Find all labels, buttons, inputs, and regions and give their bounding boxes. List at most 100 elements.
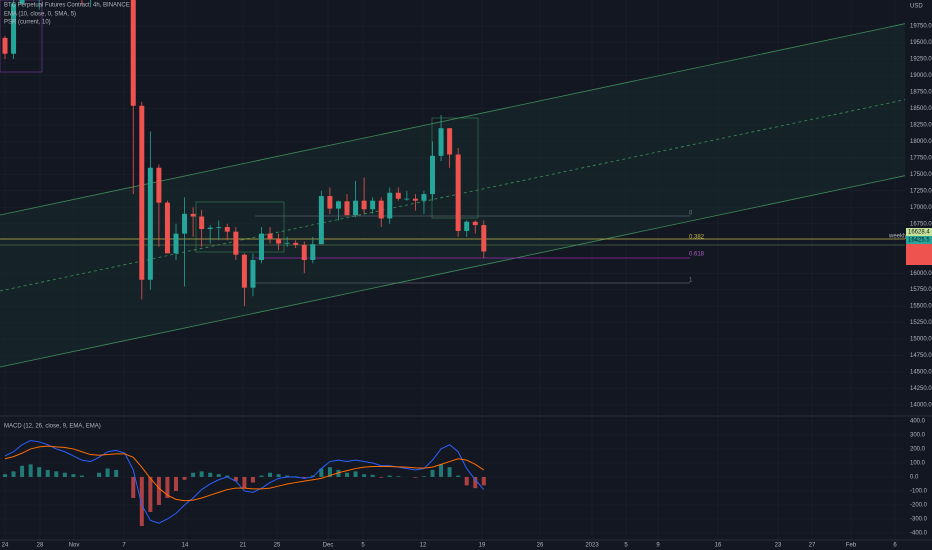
x-tick-label: 6: [893, 543, 897, 549]
y-tick-label: 19500.0: [910, 40, 932, 46]
y-tick-label: 14250.0: [910, 386, 932, 392]
candle-body: [318, 196, 324, 245]
histogram-bar: [165, 476, 170, 498]
candle-body: [395, 192, 401, 199]
candle-body: [216, 227, 222, 228]
x-tick-label: 12: [420, 543, 427, 549]
channel-lower: [0, 175, 905, 368]
histogram-bar: [319, 468, 324, 477]
x-tick-label: 7: [122, 543, 126, 549]
fib-label: 0.382: [689, 235, 705, 241]
candle-body: [173, 233, 179, 254]
histogram-bar: [464, 476, 469, 486]
price-tag-bg: [906, 228, 932, 236]
x-tick-label: 2023: [585, 543, 599, 549]
y-tick-label: 19250.0: [910, 57, 932, 63]
x-tick-label: 19: [479, 543, 486, 549]
histogram-bar: [242, 476, 247, 489]
histogram-bar: [370, 474, 375, 477]
candle-body: [284, 242, 290, 244]
histogram-bar: [20, 465, 25, 477]
macd-title: MACD (12, 26, close, 9, EMA, EMA): [4, 424, 101, 430]
chart-title: BTC Perpetual Futures Contract, 4h, BINA…: [4, 3, 130, 9]
candle-body: [139, 105, 145, 280]
price-tag-bg: [906, 244, 932, 265]
histogram-bar: [114, 469, 119, 477]
histogram-bar: [327, 467, 332, 477]
candle-body: [455, 154, 461, 231]
histogram-bar: [174, 476, 178, 491]
candle-body: [2, 37, 8, 54]
fib-label: 0: [689, 211, 693, 217]
channel-mid: [0, 99, 905, 292]
histogram-bar: [37, 467, 42, 477]
y-tick-label: 17750.0: [910, 155, 932, 161]
fib-label: 1: [689, 278, 693, 284]
indicator-label: EMA (10, close, 0, SMA, 5): [4, 12, 76, 18]
candle-body: [130, 0, 136, 106]
y-tick-label: 100.0: [910, 461, 926, 467]
y-tick-label: 19000.0: [910, 73, 932, 79]
candle-body: [164, 202, 170, 254]
x-tick-label: 26: [537, 543, 544, 549]
y-tick-label: 17250.0: [910, 188, 932, 194]
histogram-bar: [379, 476, 384, 478]
candle-body: [344, 201, 350, 216]
histogram-bar: [233, 476, 238, 482]
x-tick-label: 14: [182, 543, 189, 549]
price-tag: 16425.5: [908, 238, 930, 244]
box: [195, 201, 285, 253]
x-tick-label: 25: [274, 543, 281, 549]
histogram-bar: [259, 475, 264, 477]
histogram-bar: [387, 475, 392, 477]
candle-body: [310, 244, 316, 260]
x-tick-label: 27: [809, 543, 816, 549]
y-tick-label: -200.0: [910, 503, 928, 509]
histogram-bar: [439, 464, 444, 477]
histogram-bar: [97, 472, 102, 477]
candle-body: [207, 227, 213, 230]
histogram-bar: [250, 476, 255, 483]
x-tick-label: 21: [240, 543, 247, 549]
fib-label: 0.618: [689, 252, 705, 258]
macd-pane: [3, 440, 486, 526]
x-tick-label: Nov: [69, 543, 80, 549]
x-tick-label: 24: [2, 543, 9, 549]
candle-body: [276, 238, 282, 244]
histogram-bar: [362, 474, 367, 477]
histogram-bar: [302, 476, 307, 479]
candle-body: [259, 233, 264, 260]
candle-body: [412, 198, 418, 201]
candle-body: [250, 259, 256, 288]
histogram-bar: [71, 474, 76, 477]
candle-body: [147, 167, 153, 280]
price-tag-bg: [906, 236, 932, 244]
y-tick-label: 15500.0: [910, 304, 932, 310]
box: [0, 0, 43, 73]
candle-body: [472, 221, 478, 226]
histogram-bar: [3, 474, 7, 477]
histogram-bar: [28, 464, 33, 477]
histogram-bar: [199, 471, 204, 477]
x-tick-label: 23: [775, 543, 782, 549]
x-tick-label: 5: [624, 543, 628, 549]
y-tick-label: 15750.0: [910, 287, 932, 293]
y-tick-label: 16000.0: [910, 271, 932, 277]
histogram-bar: [139, 476, 144, 526]
histogram-bar: [481, 476, 486, 486]
histogram-bar: [268, 472, 273, 477]
histogram-bar: [276, 474, 281, 477]
histogram-bar: [191, 472, 196, 477]
channel-upper: [0, 23, 905, 216]
y-tick-label: 19750.0: [910, 24, 932, 30]
candle-body: [430, 155, 435, 195]
y-tick-label: 17000.0: [910, 205, 932, 211]
y-tick-label: 16750.0: [910, 221, 932, 227]
macd-line: [4, 440, 485, 524]
histogram-bar: [430, 469, 435, 477]
y-tick-label: 0.0: [910, 475, 919, 481]
histogram-bar: [105, 468, 110, 477]
y-tick-label: 14500.0: [910, 370, 932, 376]
candle-body: [421, 194, 427, 201]
